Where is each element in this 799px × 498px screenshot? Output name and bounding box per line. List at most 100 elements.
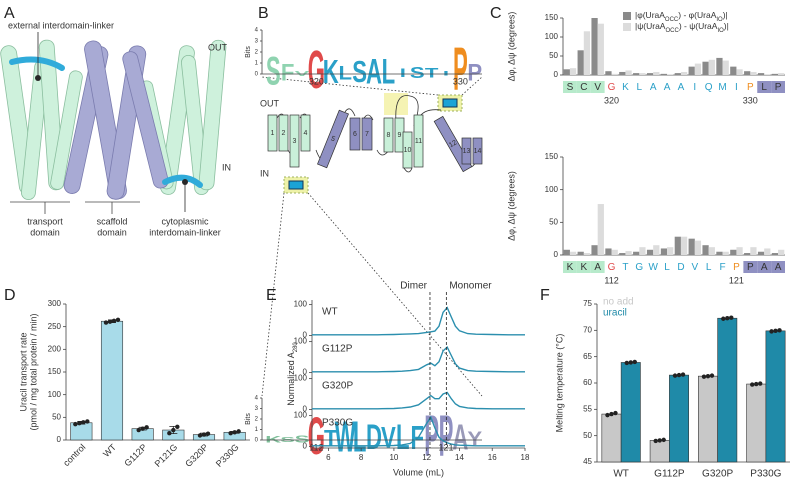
- bar: [750, 71, 757, 75]
- logo-letter: K: [323, 53, 339, 91]
- data-point: [201, 432, 207, 437]
- x-tick-label: P121G: [153, 442, 180, 469]
- legend-label: no add: [603, 297, 634, 308]
- legend-label: uracil: [603, 308, 627, 319]
- bar: [633, 251, 640, 255]
- x-tick-label: K: [622, 82, 629, 93]
- bar: [771, 73, 779, 75]
- y-tick-label: 0: [303, 331, 308, 340]
- x-tick-label: D: [677, 262, 684, 273]
- data-point: [773, 328, 778, 334]
- x-tick-label: A: [678, 82, 685, 93]
- helix-box: [349, 117, 361, 151]
- x-tick-label: G112P: [654, 469, 685, 480]
- bar: [750, 247, 757, 255]
- x-tick-label: V: [691, 262, 698, 273]
- x-tick-label: 16: [488, 453, 497, 462]
- bar: [605, 71, 612, 75]
- annotation: Dimer: [400, 281, 427, 292]
- bar: [577, 251, 584, 255]
- category-background: [576, 261, 591, 273]
- legend-text-part: ) - ψ(UraA: [679, 21, 718, 31]
- x-tick-label: WT: [613, 469, 629, 480]
- bar: [778, 249, 785, 255]
- x-tick-label: L: [664, 262, 670, 273]
- bar: [569, 251, 577, 255]
- helix-box: [383, 117, 394, 153]
- bar: [625, 251, 632, 255]
- bar: [639, 247, 646, 255]
- bar: [722, 60, 729, 75]
- helix-box: [413, 114, 424, 168]
- helix-number: 8: [387, 132, 391, 139]
- bar: [583, 253, 591, 255]
- data-point: [171, 427, 176, 433]
- bar: [633, 73, 640, 75]
- bar: [611, 249, 618, 255]
- bar: [591, 18, 598, 75]
- data-point: [725, 316, 730, 321]
- trace: [312, 346, 525, 373]
- data-point: [197, 433, 203, 438]
- bar: [764, 74, 771, 75]
- bar: [639, 73, 646, 75]
- data-point: [672, 373, 678, 378]
- bar: [563, 69, 570, 75]
- x-tick-label: P: [733, 262, 740, 273]
- bar: [597, 204, 604, 255]
- data-point: [721, 316, 726, 321]
- data-point: [758, 381, 763, 386]
- data-point: [140, 426, 145, 431]
- data-point: [653, 438, 658, 444]
- helix-box: [289, 114, 300, 168]
- x-tick-label: P: [747, 82, 754, 93]
- logo-letter: W: [335, 414, 356, 462]
- logo-letter: Y: [467, 428, 482, 449]
- data-point: [729, 315, 734, 320]
- bar: [667, 74, 674, 75]
- data-point: [661, 437, 666, 443]
- x-tick-label: A: [761, 262, 768, 273]
- bar: [619, 71, 626, 75]
- legend-text-part: ) - φ(UraA: [678, 10, 716, 20]
- helix-number: 4: [304, 130, 308, 137]
- helix-number: 5: [330, 135, 336, 143]
- tick-label: 1: [255, 61, 259, 67]
- x-tick-label: Q: [705, 82, 713, 93]
- data-point: [750, 382, 755, 387]
- data-point: [136, 427, 141, 433]
- bar: [680, 71, 688, 75]
- helix: 10: [402, 131, 413, 169]
- bar: [698, 375, 718, 463]
- x-tick-label: 330: [743, 95, 758, 105]
- legend-text-part: IO: [716, 17, 723, 23]
- data-point: [680, 372, 686, 377]
- logo-letter: F: [281, 58, 295, 85]
- x-tick-label: T: [622, 262, 628, 273]
- x-tick-label: L: [761, 82, 767, 93]
- panel-label: F: [540, 287, 550, 304]
- bar: [746, 383, 767, 463]
- y-tick-label: 65: [583, 352, 592, 361]
- bar: [688, 66, 695, 75]
- x-tick-label: V: [594, 82, 601, 93]
- data-point: [107, 319, 113, 324]
- helix-number: 3: [293, 138, 297, 145]
- y-tick-label: 100: [545, 32, 559, 41]
- helix-number: 12: [448, 139, 458, 149]
- bar: [688, 238, 695, 255]
- x-tick-label: K: [567, 262, 574, 273]
- helix-number: 9: [398, 132, 402, 139]
- bar: [757, 251, 765, 255]
- y-tick-label: 50: [583, 431, 592, 440]
- x-tick-label: G112P: [122, 442, 148, 468]
- bar: [591, 245, 598, 255]
- x-tick-label: L: [637, 82, 643, 93]
- trace-label: WT: [322, 307, 338, 318]
- data-point: [236, 429, 241, 434]
- tick-label: 2: [255, 417, 259, 423]
- y-tick-label: 100: [294, 337, 308, 346]
- data-point: [144, 425, 149, 430]
- category-background: [771, 261, 785, 273]
- helix-box: [472, 137, 483, 165]
